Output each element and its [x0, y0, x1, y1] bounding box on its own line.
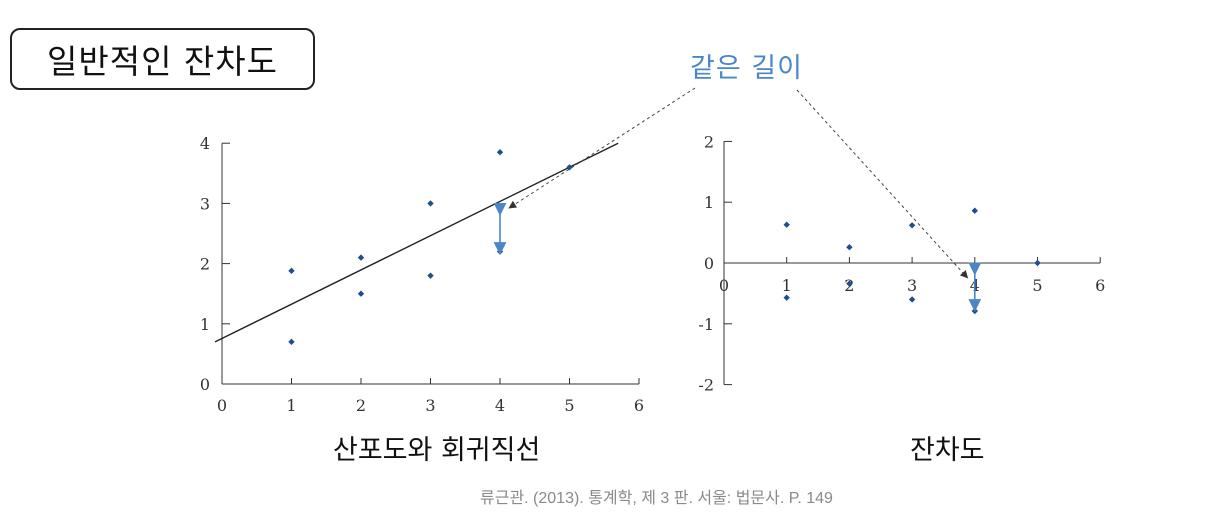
data-point [908, 222, 916, 229]
x-tick-label: 5 [1032, 276, 1042, 295]
x-tick-label: 5 [564, 396, 574, 415]
y-tick-label: 1 [200, 315, 210, 334]
y-tick-label: 3 [200, 194, 210, 213]
y-tick-label: -1 [698, 315, 714, 334]
x-tick-label: 2 [356, 396, 366, 415]
x-tick-label: 4 [495, 396, 505, 415]
data-point [908, 296, 916, 303]
page-title: 일반적인 잔차도 [46, 42, 278, 81]
annotation-pointers [508, 87, 969, 279]
right-chart-caption: 잔차도 [910, 435, 985, 466]
data-point [783, 221, 790, 228]
x-tick-label: 1 [286, 396, 296, 415]
pointer-right [796, 89, 969, 279]
data-point [496, 149, 504, 156]
data-point [1034, 259, 1041, 267]
data-point [846, 280, 853, 287]
y-tick-label: 2 [200, 255, 210, 274]
x-tick-label: 0 [719, 276, 729, 295]
x-tick-label: 3 [425, 396, 435, 415]
x-tick-label: 0 [217, 396, 227, 415]
y-tick-label: 1 [704, 193, 714, 212]
x-tick-label: 1 [782, 276, 792, 295]
data-point [357, 254, 365, 261]
annotation-label: 같은 길이 [690, 53, 803, 84]
scatter-regression-chart: 0 1 2 3 4 5 6 0 1 2 3 4 [200, 134, 644, 415]
data-point [566, 164, 573, 171]
y-tick-label: 4 [200, 134, 210, 153]
data-point [288, 267, 295, 275]
source-citation: 류근관. (2013). 통계학, 제 3 판. 서울: 법문사. P. 149 [480, 490, 833, 507]
data-point [783, 294, 790, 301]
x-tick-label: 6 [1095, 276, 1105, 295]
x-tick-label: 6 [634, 396, 644, 415]
data-point [427, 272, 434, 279]
left-chart-caption: 산포도와 회귀직선 [333, 435, 541, 466]
title-box: 일반적인 잔차도 [10, 28, 315, 90]
y-tick-label: 0 [200, 375, 210, 394]
x-tick-label: 3 [907, 276, 917, 295]
data-point [846, 243, 853, 251]
data-point [971, 307, 978, 315]
data-point [427, 200, 434, 207]
y-tick-label: 2 [704, 132, 714, 151]
y-tick-label: -2 [698, 376, 714, 395]
data-point [288, 338, 295, 346]
data-point [971, 207, 978, 214]
regression-line [214, 142, 619, 343]
pointer-left [508, 87, 696, 209]
data-point [357, 290, 365, 297]
data-point [496, 248, 504, 255]
y-tick-label: 0 [704, 254, 714, 273]
